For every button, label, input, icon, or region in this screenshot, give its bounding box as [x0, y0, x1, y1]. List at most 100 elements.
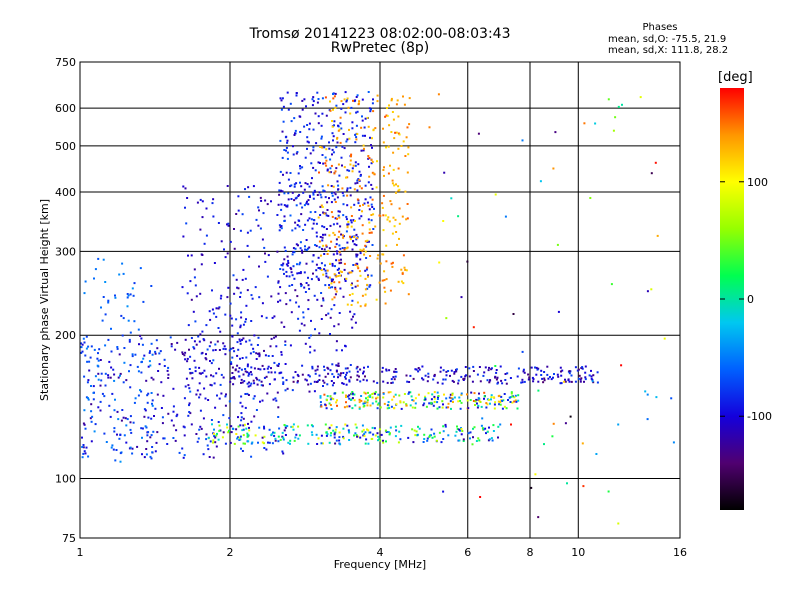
scatter-point	[366, 428, 368, 431]
scatter-point	[215, 434, 218, 437]
scatter-point	[337, 214, 340, 217]
scatter-point	[240, 419, 243, 422]
scatter-point	[362, 370, 365, 373]
scatter-point	[336, 364, 339, 367]
scatter-point	[383, 166, 385, 169]
scatter-point	[306, 247, 309, 250]
scatter-point	[394, 131, 397, 134]
scatter-point	[198, 382, 201, 385]
scatter-point	[500, 395, 503, 398]
scatter-point	[301, 99, 304, 102]
scatter-point	[663, 337, 666, 340]
scatter-point	[113, 409, 116, 412]
scatter-point	[241, 357, 244, 359]
scatter-point	[259, 196, 262, 199]
scatter-point	[447, 370, 450, 372]
scatter-point	[356, 237, 359, 240]
scatter-point	[139, 389, 141, 392]
scatter-point	[464, 366, 467, 368]
scatter-point	[325, 214, 328, 217]
scatter-point	[197, 437, 200, 440]
scatter-point	[143, 354, 146, 357]
scatter-point	[142, 300, 145, 303]
scatter-point	[217, 421, 220, 423]
scatter-point	[475, 398, 478, 401]
scatter-point	[484, 366, 487, 369]
scatter-point	[590, 369, 592, 372]
scatter-point	[436, 398, 439, 400]
scatter-point	[331, 153, 333, 156]
scatter-point	[117, 376, 120, 379]
scatter-point	[342, 236, 345, 239]
colorbar-tick-label: 100	[747, 176, 768, 189]
scatter-point	[466, 399, 469, 402]
scatter-point	[305, 379, 308, 382]
scatter-point	[276, 250, 279, 253]
scatter-point	[330, 308, 333, 311]
scatter-point	[382, 229, 385, 232]
scatter-point	[366, 399, 369, 402]
scatter-point	[224, 256, 227, 259]
scatter-point	[353, 228, 356, 231]
scatter-point	[307, 199, 310, 202]
scatter-point	[280, 208, 283, 211]
scatter-point	[313, 390, 316, 393]
scatter-point	[320, 318, 323, 320]
scatter-point	[547, 377, 550, 380]
scatter-point	[320, 254, 322, 257]
scatter-point	[395, 131, 398, 134]
scatter-point	[543, 443, 545, 446]
scatter-point	[236, 354, 239, 357]
scatter-point	[412, 377, 415, 380]
scatter-point	[463, 377, 466, 380]
scatter-point	[460, 433, 463, 436]
scatter-point	[296, 263, 298, 266]
scatter-point	[349, 163, 352, 166]
scatter-point	[359, 305, 362, 308]
scatter-point	[286, 91, 289, 94]
scatter-point	[278, 224, 281, 227]
scatter-point	[329, 224, 332, 227]
scatter-point	[339, 253, 342, 256]
x-tick-label: 6	[464, 546, 471, 559]
scatter-point	[297, 375, 300, 378]
scatter-point	[287, 108, 290, 111]
scatter-point	[85, 347, 88, 350]
scatter-point	[333, 120, 336, 123]
scatter-point	[305, 282, 308, 284]
scatter-point	[222, 347, 225, 350]
scatter-point	[358, 100, 361, 103]
scatter-point	[273, 336, 276, 339]
scatter-point	[125, 424, 128, 427]
scatter-point	[331, 286, 334, 289]
scatter-point	[203, 242, 206, 245]
scatter-point	[346, 169, 349, 172]
scatter-point	[291, 425, 294, 428]
scatter-point	[309, 345, 312, 348]
scatter-point	[340, 372, 342, 375]
x-tick-label: 16	[673, 546, 687, 559]
scatter-point	[290, 120, 293, 123]
scatter-point	[214, 343, 217, 346]
scatter-point	[150, 376, 153, 379]
scatter-point	[357, 163, 360, 166]
scatter-point	[288, 284, 291, 287]
scatter-point	[387, 216, 390, 219]
scatter-point	[406, 126, 409, 129]
scatter-point	[140, 337, 143, 340]
scatter-point	[417, 367, 420, 369]
scatter-point	[295, 243, 298, 246]
scatter-point	[239, 296, 242, 298]
scatter-point	[368, 175, 371, 178]
scatter-point	[284, 363, 287, 365]
scatter-point	[199, 333, 202, 336]
scatter-point	[440, 441, 443, 444]
scatter-point	[395, 231, 398, 233]
scatter-point	[295, 94, 298, 97]
scatter-point	[350, 153, 353, 156]
scatter-point	[341, 349, 343, 352]
scatter-point	[151, 446, 154, 448]
scatter-point	[266, 275, 269, 278]
scatter-point	[338, 174, 341, 177]
scatter-point	[228, 349, 231, 352]
